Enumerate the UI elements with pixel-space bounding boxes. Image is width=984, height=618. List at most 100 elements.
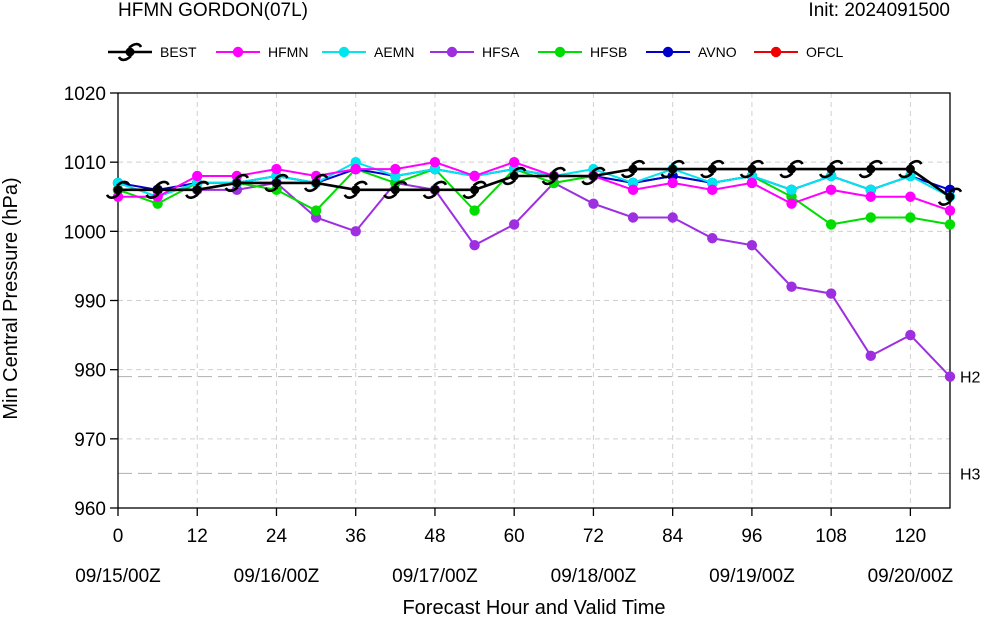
data-point-hfsa (350, 226, 361, 237)
data-point-hfmn (786, 198, 797, 209)
x-tick-label: 0 (113, 526, 124, 547)
data-point-hfmn (112, 191, 124, 202)
data-point-hfmn (865, 191, 876, 202)
legend-label: BEST (160, 44, 197, 60)
legend-label: AVNO (698, 44, 737, 60)
data-point-hfsb (271, 184, 282, 196)
reference-lines: H2 H3 (118, 370, 981, 483)
data-point-hfsa (707, 233, 718, 244)
legend-item-hfmn: HFMN (216, 44, 308, 60)
legend-item-best: BEST (108, 42, 197, 62)
data-point-hfmn (231, 170, 243, 182)
data-point-hfmn (508, 156, 520, 168)
x-tick-label: 72 (583, 526, 604, 547)
legend-item-aemn: AEMN (322, 44, 414, 60)
data-point-hfmn (429, 156, 441, 168)
series-line-hfmn (118, 161, 951, 212)
data-point-hfsa (508, 219, 520, 230)
y-axis-label: Min Central Pressure (hPa) (0, 177, 22, 419)
legend-label: HFSA (482, 44, 520, 60)
y-tick-label: 960 (74, 499, 106, 520)
legend-label: HFSB (590, 44, 627, 60)
legend-item-avno: AVNO (646, 44, 737, 60)
data-point-hfmn (310, 170, 322, 182)
x-tick-label: 108 (815, 526, 847, 547)
y-tick-label: 980 (74, 361, 106, 382)
x-tick-label: 12 (187, 526, 208, 547)
series-hfsa (112, 177, 956, 382)
legend: BEST HFMN AEMN HFSA HFSB AVNO OFCL (108, 42, 844, 62)
data-point-hfmn (825, 184, 837, 196)
data-point-hfsa (825, 288, 837, 299)
x-tick-label: 48 (424, 526, 445, 547)
data-point-hfmn (746, 177, 758, 189)
y-tick-label: 1010 (64, 153, 106, 174)
data-point-hfsa (627, 212, 639, 223)
legend-item-ofcl: OFCL (754, 44, 844, 60)
x-axis-label: Forecast Hour and Valid Time (402, 597, 665, 618)
series-line-aemn (117, 161, 951, 198)
data-point-aemn (112, 177, 124, 189)
data-point-hfsa (667, 212, 678, 223)
x-date-label: 09/16/00Z (234, 566, 320, 587)
x-tick-label: 96 (741, 526, 762, 547)
data-point-hfsa (588, 198, 599, 209)
data-point-hfmn (469, 170, 480, 182)
reference-line-label: H3 (960, 466, 981, 483)
y-tick-label: 970 (74, 430, 106, 451)
x-date-label: 09/15/00Z (75, 566, 161, 587)
data-point-hfmn (350, 163, 361, 175)
legend-marker (770, 46, 782, 58)
data-point-aemn (905, 170, 916, 182)
x-date-label: 09/19/00Z (709, 566, 795, 587)
data-point-aemn (825, 170, 837, 182)
reference-line-label: H2 (960, 370, 981, 387)
legend-label: AEMN (374, 44, 414, 60)
legend-marker (554, 46, 566, 58)
legend-marker (446, 46, 458, 58)
x-date-label: 09/18/00Z (551, 566, 637, 587)
data-point-hfsb (310, 205, 322, 216)
data-point-hfmn (667, 177, 678, 189)
y-tick-label: 990 (74, 292, 106, 313)
data-point-hfsa (469, 239, 480, 251)
legend-item-hfsb: HFSB (538, 44, 627, 60)
data-point-aemn (786, 184, 797, 196)
data-point-hfsb (825, 219, 837, 230)
x-date-label: 09/17/00Z (392, 566, 478, 587)
axes: 960 970 980 990 1000 1010 1020 0 12 24 36 48 60 72 84 9… (64, 84, 954, 587)
data-point-hfmn (905, 191, 916, 202)
legend-item-hfsa: HFSA (430, 44, 520, 60)
y-tick-label: 1000 (64, 222, 106, 243)
legend-marker (232, 46, 244, 58)
data-point-hfsa (905, 329, 916, 341)
data-point-hfsa (865, 350, 876, 362)
data-point-hfmn (390, 163, 401, 175)
chart-title: HFMN GORDON(07L) (118, 0, 309, 21)
data-point-hfmn (707, 184, 718, 196)
series (105, 156, 963, 382)
legend-marker (338, 46, 350, 58)
data-point-hfmn (944, 205, 956, 216)
data-point-hfsb (469, 205, 480, 216)
data-point-hfmn (271, 163, 282, 175)
legend-label: OFCL (806, 44, 844, 60)
legend-label: HFMN (268, 44, 308, 60)
x-tick-label: 84 (662, 526, 684, 547)
data-point-hfsa (786, 281, 797, 292)
data-point-hfsa (944, 371, 956, 382)
x-tick-label: 24 (266, 526, 288, 547)
data-point-hfsb (944, 219, 956, 230)
series-line-hfsa (118, 181, 951, 378)
data-point-hfsb (905, 212, 916, 223)
data-point-hfmn (152, 191, 163, 202)
series-best (105, 159, 963, 206)
grid (117, 93, 950, 508)
data-point-hfsa (746, 239, 758, 251)
init-time-label: Init: 2024091500 (808, 0, 950, 21)
legend-marker (662, 46, 674, 58)
x-tick-label: 36 (345, 526, 366, 547)
data-point-hfmn (627, 184, 639, 196)
x-date-label: 09/20/00Z (868, 566, 954, 587)
